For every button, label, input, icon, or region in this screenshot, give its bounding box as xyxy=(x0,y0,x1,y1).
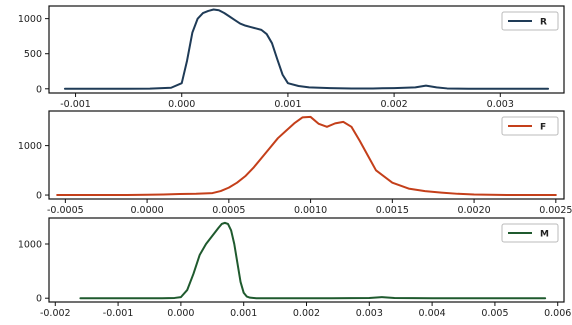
x-tick-label: 0.003 xyxy=(487,99,514,110)
y-tick-label: 1000 xyxy=(18,141,42,152)
x-tick-label: 0.004 xyxy=(419,308,446,319)
axes-frame xyxy=(48,110,565,200)
x-tick-label: 0.0025 xyxy=(539,205,572,216)
x-tick-label: 0.003 xyxy=(356,308,383,319)
x-tick-label: 0.0010 xyxy=(294,205,327,216)
x-tick-label: 0.002 xyxy=(293,308,320,319)
legend: F xyxy=(501,116,559,136)
x-tick-label: 0.001 xyxy=(274,99,301,110)
x-tick-label: 0.0020 xyxy=(457,205,490,216)
y-tick-label: 500 xyxy=(24,49,42,60)
y-tick-label: 1000 xyxy=(18,240,42,251)
series-line-M xyxy=(79,221,547,300)
x-tick-label: 0.0000 xyxy=(130,205,163,216)
chart-panel-1: 0 500 1000 -0.001 0.000 0.001 0.002 0.003 R xyxy=(18,5,565,110)
y-tick-label: 1000 xyxy=(18,14,42,25)
chart-panel-3: 0 1000 -0.002 -0.001 0.000 0.001 0.002 0.003 0.0… xyxy=(18,217,571,319)
x-tick-label: -0.002 xyxy=(40,308,71,319)
y-tick-label: 0 xyxy=(36,191,42,202)
legend: M xyxy=(501,223,559,243)
legend-label: F xyxy=(540,123,546,133)
legend-label: M xyxy=(540,230,549,240)
x-tick-label: 0.001 xyxy=(230,308,257,319)
x-tick-label: -0.001 xyxy=(103,308,134,319)
x-tick-label: 0.000 xyxy=(168,99,195,110)
series-line-F xyxy=(56,115,557,197)
x-tick-label: 0.000 xyxy=(167,308,194,319)
x-tick-label: 0.005 xyxy=(481,308,508,319)
legend: R xyxy=(501,11,559,31)
x-tick-label: 0.006 xyxy=(544,308,571,319)
x-tick-label: 0.0005 xyxy=(212,205,245,216)
x-tick-label: -0.0005 xyxy=(47,205,84,216)
y-tick-label: 0 xyxy=(36,84,42,95)
x-tick-label: 0.0015 xyxy=(376,205,409,216)
series-line-R xyxy=(63,8,550,90)
legend-label: R xyxy=(540,18,547,28)
x-tick-label: -0.001 xyxy=(60,99,91,110)
chart-panel-2: 0 1000 -0.0005 0.0000 0.0005 0.0010 0.0015 0.00… xyxy=(18,110,572,216)
x-tick-label: 0.002 xyxy=(381,99,408,110)
axes-frame xyxy=(48,5,565,94)
y-tick-label: 0 xyxy=(36,294,42,305)
